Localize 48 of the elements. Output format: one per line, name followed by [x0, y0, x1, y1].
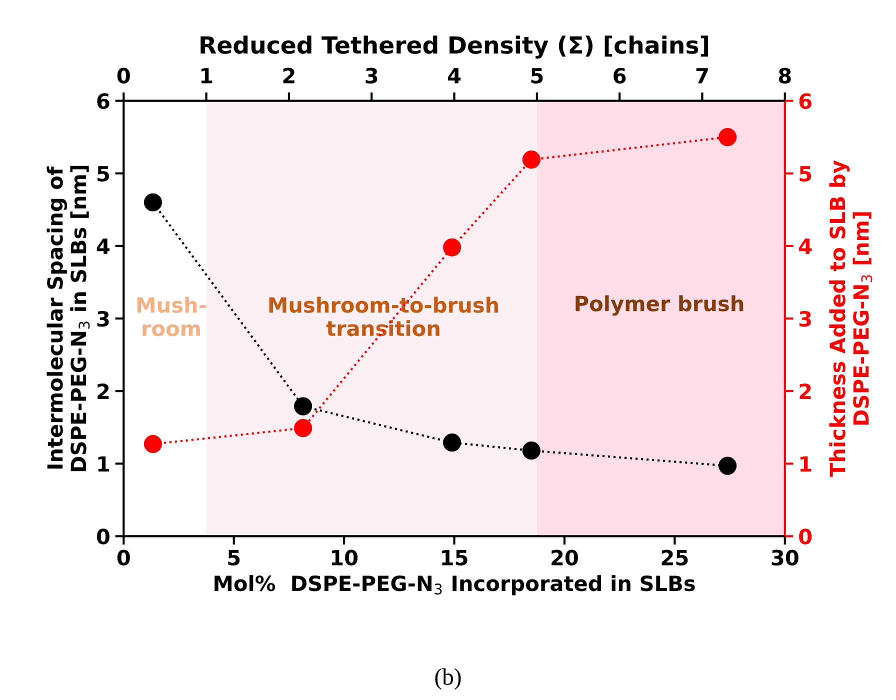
y2-tick-label: 2	[800, 384, 811, 399]
point	[443, 238, 462, 256]
x-tick-label: 15	[442, 550, 468, 566]
annotation: Mush- room	[137, 296, 206, 336]
point	[718, 456, 737, 475]
x2-tick-label: 6	[614, 68, 626, 84]
point	[522, 150, 540, 169]
point	[294, 419, 312, 438]
point	[144, 435, 162, 454]
x2-tick-label: 0	[117, 68, 130, 84]
y-tick-label: 5	[98, 166, 109, 182]
y2-tick-label: 4	[799, 238, 812, 254]
annotation: Polymer brush	[576, 295, 744, 316]
point	[522, 442, 540, 460]
y2-tick-label: 0	[799, 528, 812, 544]
x-tick-label: 20	[552, 550, 578, 566]
y-tick-label: 0	[96, 528, 110, 544]
y-tick-label: 1	[98, 456, 110, 472]
annotation: Mushroom-to-brush transition	[269, 296, 498, 336]
x2-tick-label: 4	[448, 68, 461, 84]
y2-axis-title: Thickness Added to SLB by DSPE-PEG-N$_{3}$ [nm]	[829, 160, 872, 477]
x2-tick-label: 7	[696, 68, 708, 84]
y-tick-label: 3	[97, 310, 109, 327]
x-tick-label: 25	[662, 550, 688, 566]
x-tick-label: 30	[772, 550, 798, 566]
y-tick-label: 2	[98, 384, 109, 399]
y2-tick-label: 1	[800, 456, 812, 472]
y2-tick-label: 6	[799, 93, 812, 110]
x2-tick-label: 5	[531, 68, 543, 84]
x-tick-label: 10	[332, 550, 358, 566]
point	[294, 397, 312, 416]
x-axis-title: Mol% DSPE-PEG-N$_{3}$ Incorporated in SLBs	[214, 575, 695, 596]
point	[718, 128, 737, 146]
x2-tick-label: 2	[283, 68, 294, 84]
y2-tick-label: 5	[800, 166, 812, 182]
y2-tick-label: 3	[799, 310, 811, 327]
x2-tick-label: 1	[201, 68, 212, 84]
point	[144, 193, 162, 212]
text: (b)	[435, 668, 461, 690]
point	[443, 434, 462, 452]
x2-tick-label: 3	[366, 68, 378, 84]
y-tick-label: 6	[97, 93, 110, 110]
y-tick-label: 4	[96, 238, 110, 254]
x2-tick-label: 8	[778, 68, 791, 84]
y-axis-title: Intermolecular Spacing of DSPE-PEG-N$_{3}$ in SLBs [nm]	[46, 166, 90, 472]
x-tick-label: 0	[117, 550, 130, 566]
x-tick-label: 5	[228, 550, 240, 566]
x2-axis-title: Reduced Tethered Density (Σ) [chains]	[200, 36, 708, 59]
